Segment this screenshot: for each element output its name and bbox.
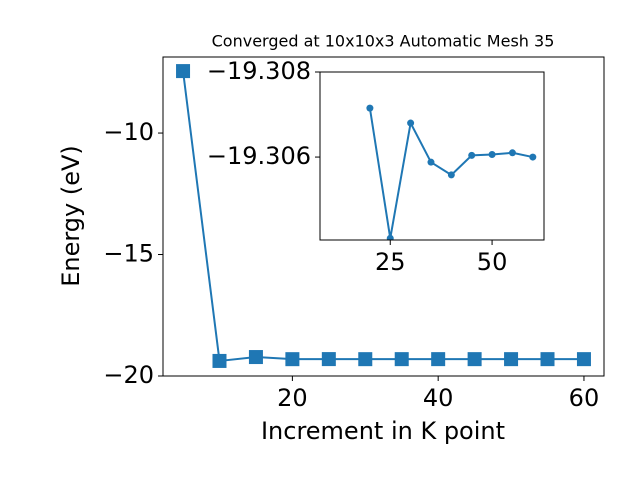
y-axis-label: Energy (eV) <box>57 145 85 287</box>
data-point <box>394 352 409 367</box>
plot-clip <box>176 64 591 368</box>
data-point <box>447 171 455 179</box>
data-point <box>504 352 519 367</box>
data-point <box>248 350 263 365</box>
y-tick-label: −20 <box>103 361 154 389</box>
data-point <box>386 234 394 240</box>
x-tick-label: 25 <box>375 248 406 276</box>
x-tick-label: 60 <box>569 384 600 412</box>
x-tick-label: 20 <box>277 384 308 412</box>
data-point <box>321 352 336 367</box>
data-point <box>358 352 373 367</box>
data-point <box>431 352 446 367</box>
data-point <box>467 352 482 367</box>
y-tick-label: −15 <box>103 240 154 268</box>
y-tick-label: −10 <box>103 118 154 146</box>
data-point <box>407 119 415 127</box>
data-point <box>508 149 516 157</box>
data-point <box>427 158 435 166</box>
plot-area <box>320 72 544 240</box>
x-tick-label: 40 <box>423 384 454 412</box>
data-point <box>366 104 374 112</box>
data-point <box>212 353 227 368</box>
x-tick-label: 50 <box>477 248 508 276</box>
data-point <box>540 352 555 367</box>
x-axis-label: Increment in K point <box>261 417 505 445</box>
data-point <box>176 64 191 79</box>
data-point <box>529 153 537 161</box>
data-point <box>488 151 496 159</box>
chart-title: Converged at 10x10x3 Automatic Mesh 35 <box>212 32 555 51</box>
axes-frame <box>162 56 605 377</box>
data-point <box>576 352 591 367</box>
data-point <box>468 151 476 159</box>
axes-frame <box>319 71 545 241</box>
y-tick-label: −19.308 <box>207 57 311 85</box>
data-point <box>285 352 300 367</box>
plot-clip <box>366 104 537 240</box>
y-tick-label: −19.306 <box>207 142 311 170</box>
